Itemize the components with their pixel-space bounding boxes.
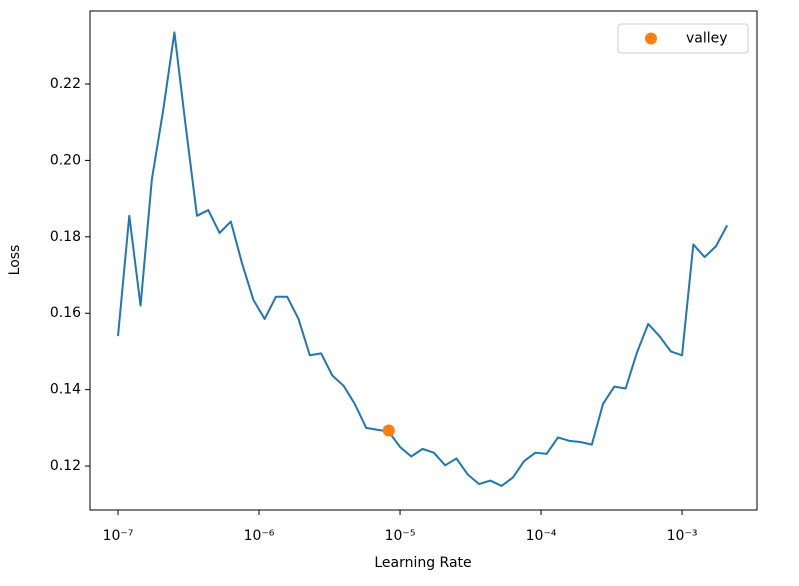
y-tick-label: 0.16 [50, 305, 81, 321]
loss-line [117, 31, 729, 487]
x-axis-label: Learning Rate [374, 555, 471, 571]
x-tick-label: 10⁻⁶ [244, 528, 275, 544]
y-axis-label: Loss [7, 245, 23, 276]
legend-label: valley [686, 31, 728, 47]
y-tick-label: 0.22 [50, 76, 81, 92]
x-tick-label: 10⁻³ [667, 528, 698, 544]
y-tick-label: 0.18 [50, 229, 81, 245]
valley-point [382, 424, 395, 437]
legend-box [617, 23, 749, 54]
y-tick-label: 0.14 [50, 382, 81, 398]
plot-frame [89, 10, 758, 511]
legend-marker [645, 32, 657, 45]
x-tick-label: 10⁻⁵ [385, 528, 416, 544]
y-tick-label: 0.12 [50, 458, 81, 474]
x-tick-label: 10⁻⁴ [526, 528, 557, 544]
y-tick-label: 0.20 [50, 152, 81, 168]
x-tick-label: 10⁻⁷ [103, 528, 134, 544]
